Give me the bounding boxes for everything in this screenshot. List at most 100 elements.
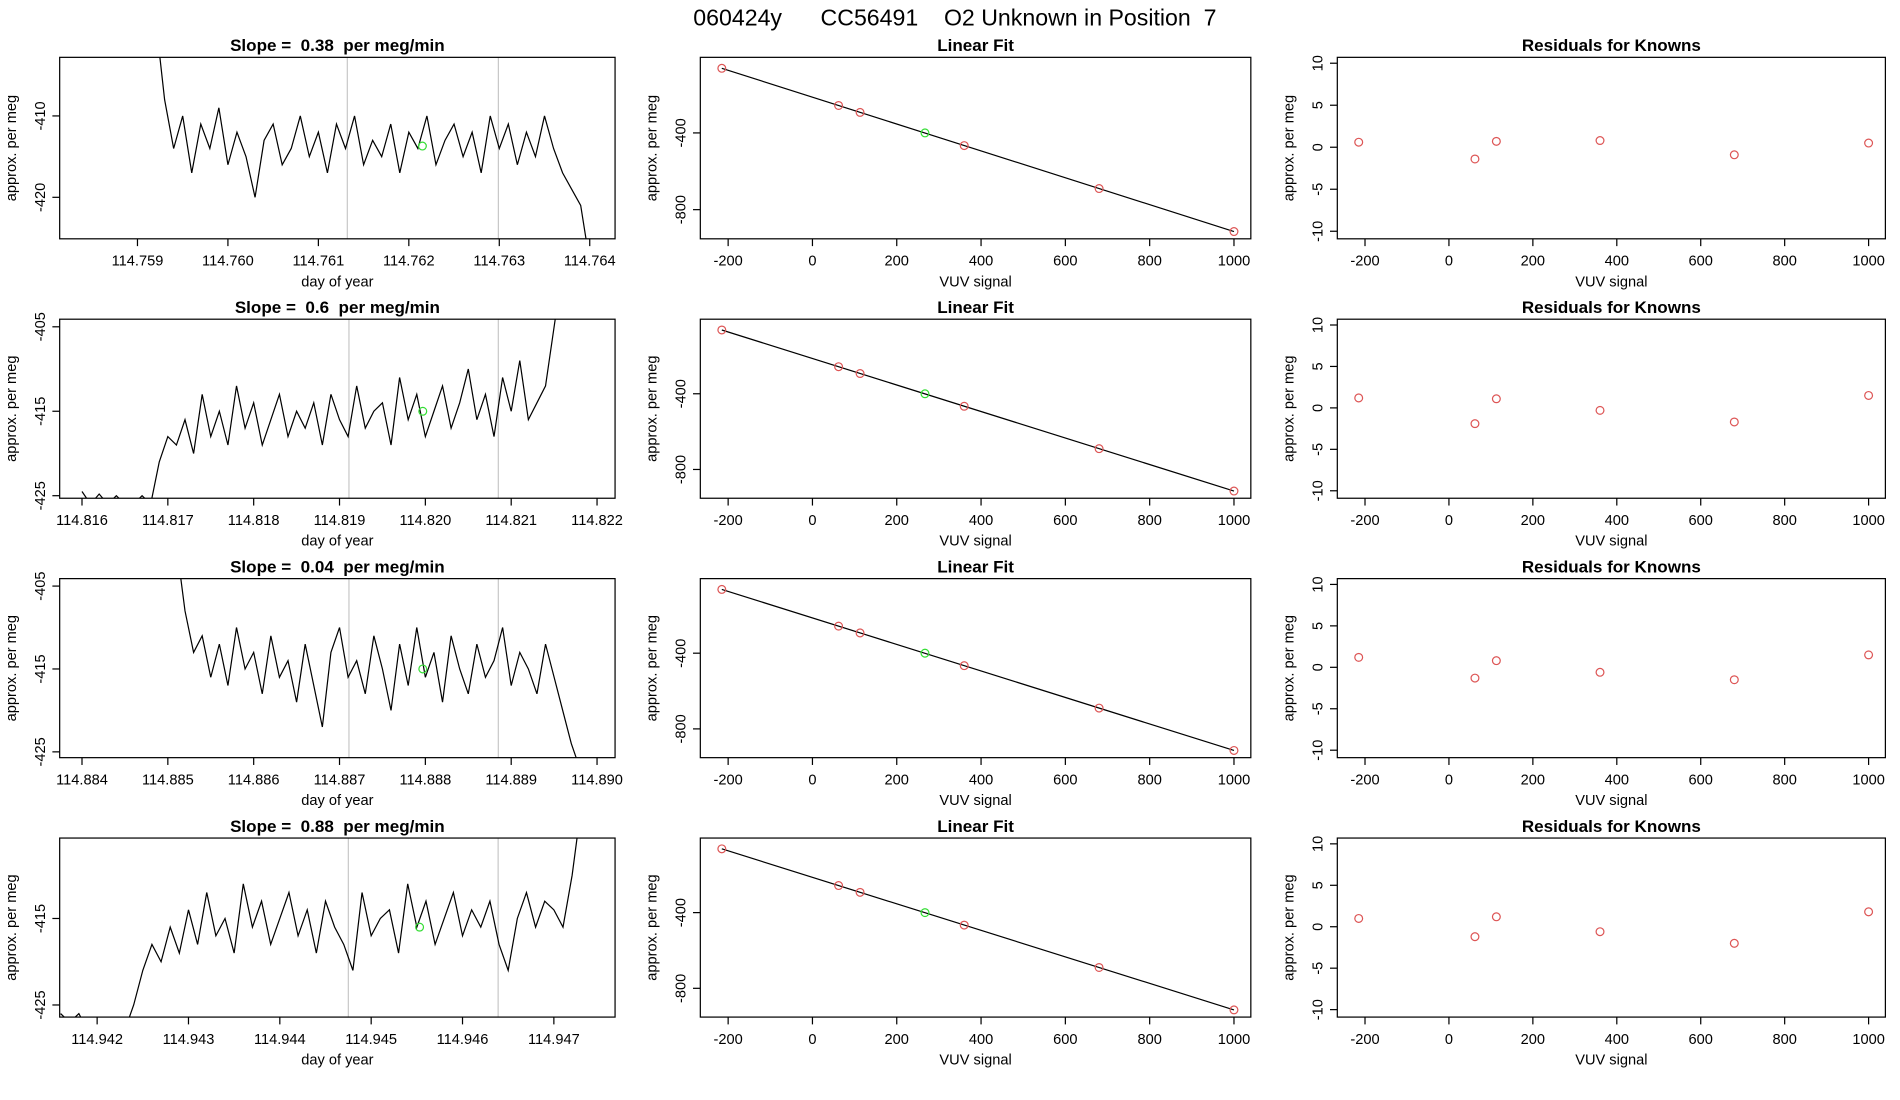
y-axis-label: approx. per meg	[1281, 95, 1297, 201]
y-tick-label: -415	[33, 397, 49, 426]
y-tick-label: 5	[1311, 101, 1327, 109]
x-tick-label: 600	[1689, 254, 1713, 270]
x-tick-label: -200	[1350, 254, 1379, 270]
point	[1491, 136, 1501, 146]
x-axis-label: day of year	[301, 274, 373, 290]
point	[1094, 444, 1104, 454]
point	[1354, 393, 1364, 403]
x-tick-label: 400	[1605, 772, 1629, 788]
x-tick-label: 114.820	[399, 513, 451, 529]
y-tick-label: -10	[1311, 480, 1327, 501]
x-tick-label: 0	[808, 772, 816, 788]
plot-frame	[59, 837, 616, 1018]
panel-title: Linear Fit	[937, 558, 1014, 577]
y-tick-label: -410	[33, 101, 49, 130]
plot-frame	[59, 578, 616, 759]
x-tick-label: 200	[1521, 513, 1545, 529]
x-tick-label: 800	[1137, 254, 1161, 270]
y-tick-label: -425	[33, 990, 49, 1019]
x-tick-label: 400	[1605, 1032, 1629, 1048]
plot-frame	[1336, 56, 1886, 240]
x-tick-label: 114.885	[142, 772, 194, 788]
x-tick-label: 1000	[1852, 1032, 1885, 1048]
y-tick-label: -400	[674, 379, 690, 408]
x-tick-label: 114.887	[314, 772, 366, 788]
point	[1729, 150, 1739, 160]
x-tick-label: 0	[1445, 1032, 1453, 1048]
x-tick-label: 200	[885, 772, 909, 788]
point	[959, 920, 969, 930]
highlight-point	[417, 141, 427, 151]
y-tick-label: -800	[674, 455, 690, 484]
point	[717, 844, 727, 854]
fit-line	[721, 67, 1235, 233]
y-tick-label: -10	[1311, 999, 1327, 1020]
plot-frame	[699, 318, 1252, 499]
x-axis-label: VUV signal	[939, 534, 1011, 550]
x-axis-label: VUV signal	[939, 274, 1011, 290]
y-axis-label: approx. per meg	[1281, 874, 1297, 980]
point	[920, 908, 930, 918]
y-tick-label: -425	[33, 737, 49, 766]
point	[1864, 138, 1874, 148]
y-axis-label: approx. per meg	[4, 95, 20, 201]
y-tick-label: -420	[33, 183, 49, 212]
x-tick-label: 1000	[1852, 772, 1885, 788]
plot-frame	[59, 56, 616, 240]
point	[1470, 154, 1480, 164]
x-tick-label: 114.884	[56, 772, 108, 788]
x-tick-label: 0	[808, 254, 816, 270]
y-tick-label: -415	[33, 904, 49, 933]
y-tick-label: -400	[674, 639, 690, 668]
x-tick-label: 800	[1137, 1032, 1161, 1048]
x-tick-label: 0	[1445, 513, 1453, 529]
y-tick-label: 5	[1311, 881, 1327, 889]
point	[855, 107, 865, 117]
x-tick-label: -200	[1350, 513, 1379, 529]
point	[1094, 184, 1104, 194]
x-tick-label: 114.762	[383, 254, 435, 270]
x-axis-label: day of year	[301, 534, 373, 550]
y-tick-label: 0	[1311, 923, 1327, 931]
point	[834, 881, 844, 891]
x-tick-label: 114.817	[142, 513, 194, 529]
x-tick-label: 400	[969, 1032, 993, 1048]
y-axis-label: approx. per meg	[4, 356, 20, 462]
x-tick-label: 114.946	[437, 1032, 489, 1048]
y-tick-label: -425	[33, 481, 49, 510]
x-tick-label: 600	[1053, 254, 1077, 270]
point	[717, 63, 727, 73]
x-tick-label: 600	[1689, 772, 1713, 788]
x-tick-label: 0	[1445, 254, 1453, 270]
y-tick-label: -400	[674, 118, 690, 147]
x-tick-label: 200	[1521, 1032, 1545, 1048]
x-axis-label: day of year	[301, 1053, 373, 1069]
x-tick-label: 114.760	[202, 254, 254, 270]
y-tick-label: -800	[674, 714, 690, 743]
y-tick-label: 10	[1311, 576, 1327, 592]
point	[1491, 656, 1501, 666]
x-tick-label: 600	[1053, 1032, 1077, 1048]
x-tick-label: 114.942	[71, 1032, 123, 1048]
fit-line	[721, 588, 1235, 752]
point	[717, 325, 727, 335]
data-line	[180, 578, 577, 758]
x-tick-label: 400	[969, 254, 993, 270]
x-axis-label: VUV signal	[1575, 534, 1647, 550]
point	[1729, 675, 1739, 685]
point	[959, 401, 969, 411]
x-tick-label: 114.945	[345, 1032, 397, 1048]
point	[1470, 932, 1480, 942]
x-axis-label: VUV signal	[1575, 793, 1647, 809]
x-tick-label: 600	[1689, 513, 1713, 529]
x-tick-label: 200	[1521, 254, 1545, 270]
x-axis-label: VUV signal	[1575, 274, 1647, 290]
x-tick-label: 200	[885, 1032, 909, 1048]
plot-frame	[1336, 837, 1886, 1018]
x-tick-label: 200	[885, 254, 909, 270]
x-tick-label: 200	[885, 513, 909, 529]
point	[1094, 962, 1104, 973]
x-axis-label: day of year	[301, 793, 373, 809]
